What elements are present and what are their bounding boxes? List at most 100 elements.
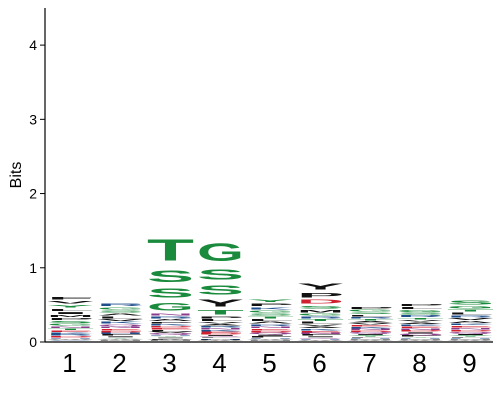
logo-letter: I: [47, 312, 94, 315]
logo-letter: F: [47, 296, 94, 300]
logo-letter: H: [297, 339, 344, 340]
logo-letter: G: [447, 306, 494, 310]
logo-letter: N: [47, 326, 94, 328]
logo-letter: Y: [347, 335, 394, 336]
logo-letter: V: [47, 300, 94, 304]
logo-letter: Q: [347, 332, 394, 334]
logo-letter: P: [47, 318, 94, 321]
logo-letter: I: [97, 336, 144, 337]
logo-letter: N: [397, 328, 444, 330]
logo-letter: F: [247, 336, 294, 337]
logo-letter: M: [297, 309, 344, 313]
logo-letter: P: [347, 307, 394, 310]
logo-letter: G: [297, 313, 344, 316]
logo-letter: M: [247, 340, 294, 341]
logo-letter: H: [97, 333, 144, 335]
x-tick-label: 3: [162, 348, 176, 378]
logo-letter: P: [297, 292, 344, 299]
logo-letter: N: [247, 326, 294, 328]
logo-letter: R: [347, 317, 394, 319]
logo-letter: H: [397, 338, 444, 339]
logo-letter: W: [47, 339, 94, 340]
logo-letter: L: [297, 322, 344, 325]
logo-letter: L: [97, 316, 144, 319]
logo-letter: K: [447, 323, 494, 325]
logo-letter: Q: [247, 333, 294, 335]
logo-letter: I: [397, 332, 444, 334]
logo-letter: D: [97, 331, 144, 333]
logo-letter: Y: [147, 336, 194, 337]
logo-letter: N: [347, 329, 394, 331]
y-tick-label: 2: [29, 186, 37, 202]
logo-letter: F: [197, 337, 244, 338]
logo-letter: E: [147, 328, 194, 330]
logo-column-2: CMWYIFHDENQKVLASGR: [97, 303, 144, 342]
logo-letter: V: [147, 332, 194, 334]
logo-letter: N: [97, 326, 144, 328]
logo-letter: F: [347, 337, 394, 338]
logo-letter: F: [297, 334, 344, 336]
logo-letter: S: [147, 267, 194, 285]
logo-letter: F: [397, 335, 444, 336]
logo-letter: S: [197, 283, 244, 298]
logo-letter: L: [247, 319, 294, 322]
logo-letter: E: [197, 332, 244, 334]
logo-letter: S: [297, 305, 344, 309]
y-axis-label: Bits: [8, 162, 25, 189]
logo-letter: P: [397, 303, 444, 306]
logo-letter: H: [447, 338, 494, 339]
logo-letter: L: [347, 315, 394, 317]
logo-letter: G: [247, 310, 294, 313]
logo-letter: W: [447, 340, 494, 341]
logo-letter: L: [447, 312, 494, 315]
logo-column-6: CWHQIFNEKAVLTRGMSDPY: [297, 282, 344, 342]
logo-letter: S: [147, 286, 194, 301]
logo-letter: V: [447, 318, 494, 321]
logo-letter: S: [447, 300, 494, 306]
logo-letter: I: [347, 334, 394, 335]
logo-letter: D: [47, 336, 94, 337]
logo-letter: H: [47, 338, 94, 339]
logo-letter: N: [297, 333, 344, 335]
logo-column-1: QCWHDRKETNGSPMILYVF: [47, 296, 94, 342]
logo-letter: Q: [397, 334, 444, 336]
logo-letter: L: [147, 330, 194, 332]
logo-letter: M: [197, 339, 244, 340]
logo-column-9: CWMHFYIQDNEKAVRLTGS: [447, 300, 494, 342]
logo-letter: L: [397, 307, 444, 310]
logo-letter: Q: [147, 333, 194, 334]
logo-letter: R: [197, 326, 244, 328]
logo-letter: M: [397, 339, 444, 340]
logo-letter: D: [197, 333, 244, 334]
logo-letter: S: [47, 321, 94, 324]
x-tick-label: 9: [462, 348, 476, 378]
logo-letter: D: [147, 326, 194, 328]
logo-letter: K: [297, 329, 344, 331]
logo-letter: F: [447, 337, 494, 338]
logo-letter: L: [47, 308, 94, 311]
logo-letter: D: [347, 331, 394, 333]
logo-letter: T: [447, 309, 494, 312]
logo-letter: R: [397, 315, 444, 318]
logo-letter: W: [347, 340, 394, 341]
x-tick-label: 2: [112, 348, 126, 378]
logo-letter: M: [97, 340, 144, 341]
logo-letter: H: [247, 338, 294, 339]
logo-letter: P: [147, 321, 194, 323]
logo-letter: G: [197, 238, 244, 266]
logo-letter: G: [97, 307, 144, 310]
logo-letter: Y: [197, 297, 244, 308]
logo-letter: F: [147, 338, 194, 339]
logo-letter: D: [447, 330, 494, 332]
logo-letter: K: [397, 324, 444, 326]
logo-letter: Q: [97, 324, 144, 326]
logo-letter: K: [197, 330, 244, 332]
x-tick-label: 7: [362, 348, 376, 378]
logo-letter: R: [147, 316, 194, 319]
logo-letter: F: [97, 334, 144, 336]
logo-letter: T: [397, 318, 444, 320]
logo-letter: K: [97, 321, 144, 324]
logo-letter: L: [197, 319, 244, 322]
logo-letter: I: [447, 334, 494, 336]
